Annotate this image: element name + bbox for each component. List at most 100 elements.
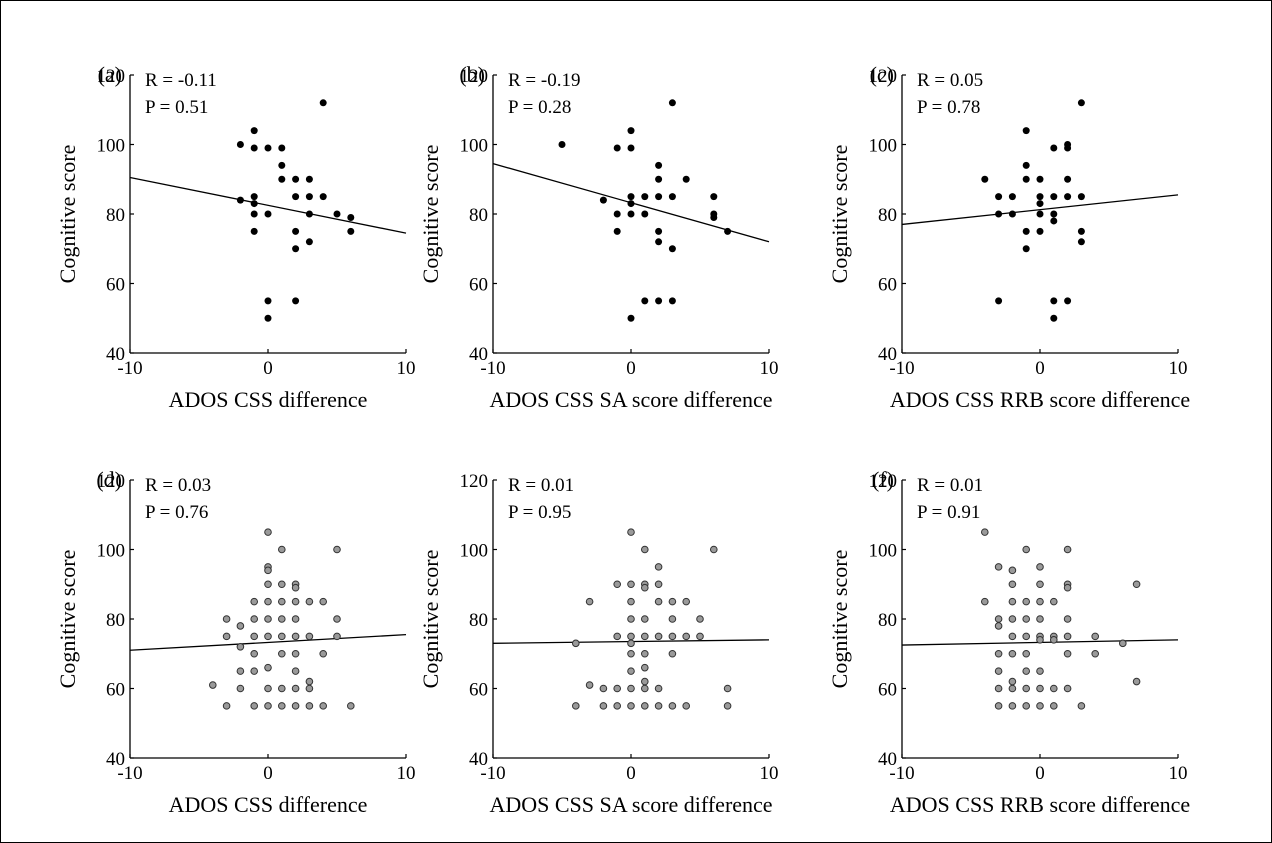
data-point <box>627 639 635 648</box>
data-point <box>627 597 635 606</box>
x-tick-label: -10 <box>889 358 914 379</box>
x-tick-label: 10 <box>760 358 779 379</box>
data-point <box>1022 245 1030 253</box>
x-axis-label: ADOS CSS SA score difference <box>489 792 772 817</box>
data-point <box>264 566 272 575</box>
data-point <box>264 663 272 672</box>
x-axis-label: ADOS CSS SA score difference <box>489 387 772 412</box>
data-point <box>1008 210 1016 218</box>
data-point <box>981 528 989 536</box>
data-point <box>668 632 677 641</box>
data-point <box>222 702 231 710</box>
data-point <box>1036 175 1044 183</box>
data-point <box>1077 99 1085 107</box>
scatter-panel-3: 40 60 80 100 120 -10 0 10 ADOS CSS RRB score dif… <box>827 62 1190 412</box>
x-tick-label: 10 <box>760 763 779 784</box>
data-point <box>1008 677 1017 686</box>
data-point <box>1050 297 1058 305</box>
data-point <box>1022 649 1030 658</box>
x-tick-label: -10 <box>480 763 505 784</box>
data-point <box>1091 632 1099 641</box>
x-tick-label: -10 <box>117 763 142 784</box>
data-point <box>250 702 258 710</box>
data-point <box>654 632 663 641</box>
data-point <box>319 702 328 710</box>
data-point <box>1022 615 1030 623</box>
y-tick-label: 40 <box>106 344 125 365</box>
y-tick-label: 60 <box>106 680 125 701</box>
data-point <box>1022 127 1030 135</box>
data-point <box>209 681 217 689</box>
data-point <box>599 684 608 693</box>
data-point <box>1063 684 1072 693</box>
data-point <box>655 238 663 246</box>
data-point <box>682 702 691 710</box>
data-point <box>1008 702 1017 710</box>
data-point <box>1036 227 1044 235</box>
y-axis-label: Cognitive score <box>55 145 80 284</box>
scatter-panel-5: 40 60 80 100 120 -10 0 10 ADOS CSS SA score diff… <box>418 471 779 817</box>
scatter-panel-6: 40 60 80 100 120 -10 0 10 ADOS CSS RRB score dif… <box>827 467 1190 817</box>
data-point <box>278 175 286 183</box>
y-axis-label: Cognitive score <box>418 145 443 284</box>
data-point <box>1050 217 1058 225</box>
data-point <box>250 615 258 623</box>
data-point <box>641 583 649 592</box>
data-point <box>641 702 649 710</box>
data-point <box>641 615 649 623</box>
data-point <box>613 210 621 218</box>
data-point <box>264 632 272 641</box>
x-tick-label: 10 <box>1169 358 1188 379</box>
data-point <box>236 643 245 651</box>
data-point <box>696 632 704 641</box>
data-point <box>1050 193 1058 201</box>
data-point <box>333 210 341 218</box>
data-point <box>250 597 258 606</box>
data-point <box>994 615 1003 623</box>
data-point <box>668 193 676 201</box>
data-point <box>558 141 566 148</box>
data-point <box>250 200 258 208</box>
panel-label: (c) <box>870 62 894 87</box>
y-tick-label: 60 <box>469 680 488 701</box>
data-point <box>613 684 622 693</box>
data-point <box>1063 545 1072 554</box>
data-point <box>250 144 258 152</box>
data-point <box>236 667 245 675</box>
data-point <box>291 597 300 606</box>
data-point <box>627 210 635 218</box>
x-tick-label: -10 <box>480 358 505 379</box>
x-tick-label: -10 <box>889 763 914 784</box>
y-tick-label: 120 <box>460 66 489 87</box>
data-point <box>1036 615 1044 623</box>
data-point <box>981 597 989 606</box>
r-value-label: R = -0.19 <box>508 70 580 91</box>
y-tick-label: 100 <box>460 136 489 157</box>
data-point <box>333 615 341 623</box>
data-point <box>613 632 622 641</box>
data-point <box>654 684 663 693</box>
data-point <box>654 597 663 606</box>
data-point <box>1091 649 1099 658</box>
y-axis-label: Cognitive score <box>55 550 80 689</box>
data-point <box>319 193 327 201</box>
data-point <box>1063 649 1072 658</box>
data-point <box>1132 580 1141 589</box>
data-point <box>1077 702 1086 710</box>
x-axis-label: ADOS CSS difference <box>169 387 368 412</box>
data-point <box>291 632 300 641</box>
data-point <box>222 615 231 623</box>
data-point <box>1008 566 1017 575</box>
data-point <box>641 545 649 554</box>
x-axis-label: ADOS CSS difference <box>169 792 368 817</box>
data-point <box>641 632 649 641</box>
y-tick-label: 60 <box>106 275 125 296</box>
data-point <box>710 213 718 221</box>
data-point <box>1022 597 1030 606</box>
data-point <box>264 580 272 589</box>
data-point <box>250 193 258 201</box>
data-point <box>236 141 244 148</box>
data-point <box>278 702 286 710</box>
r-value-label: R = 0.01 <box>508 475 574 496</box>
data-point <box>305 597 314 606</box>
